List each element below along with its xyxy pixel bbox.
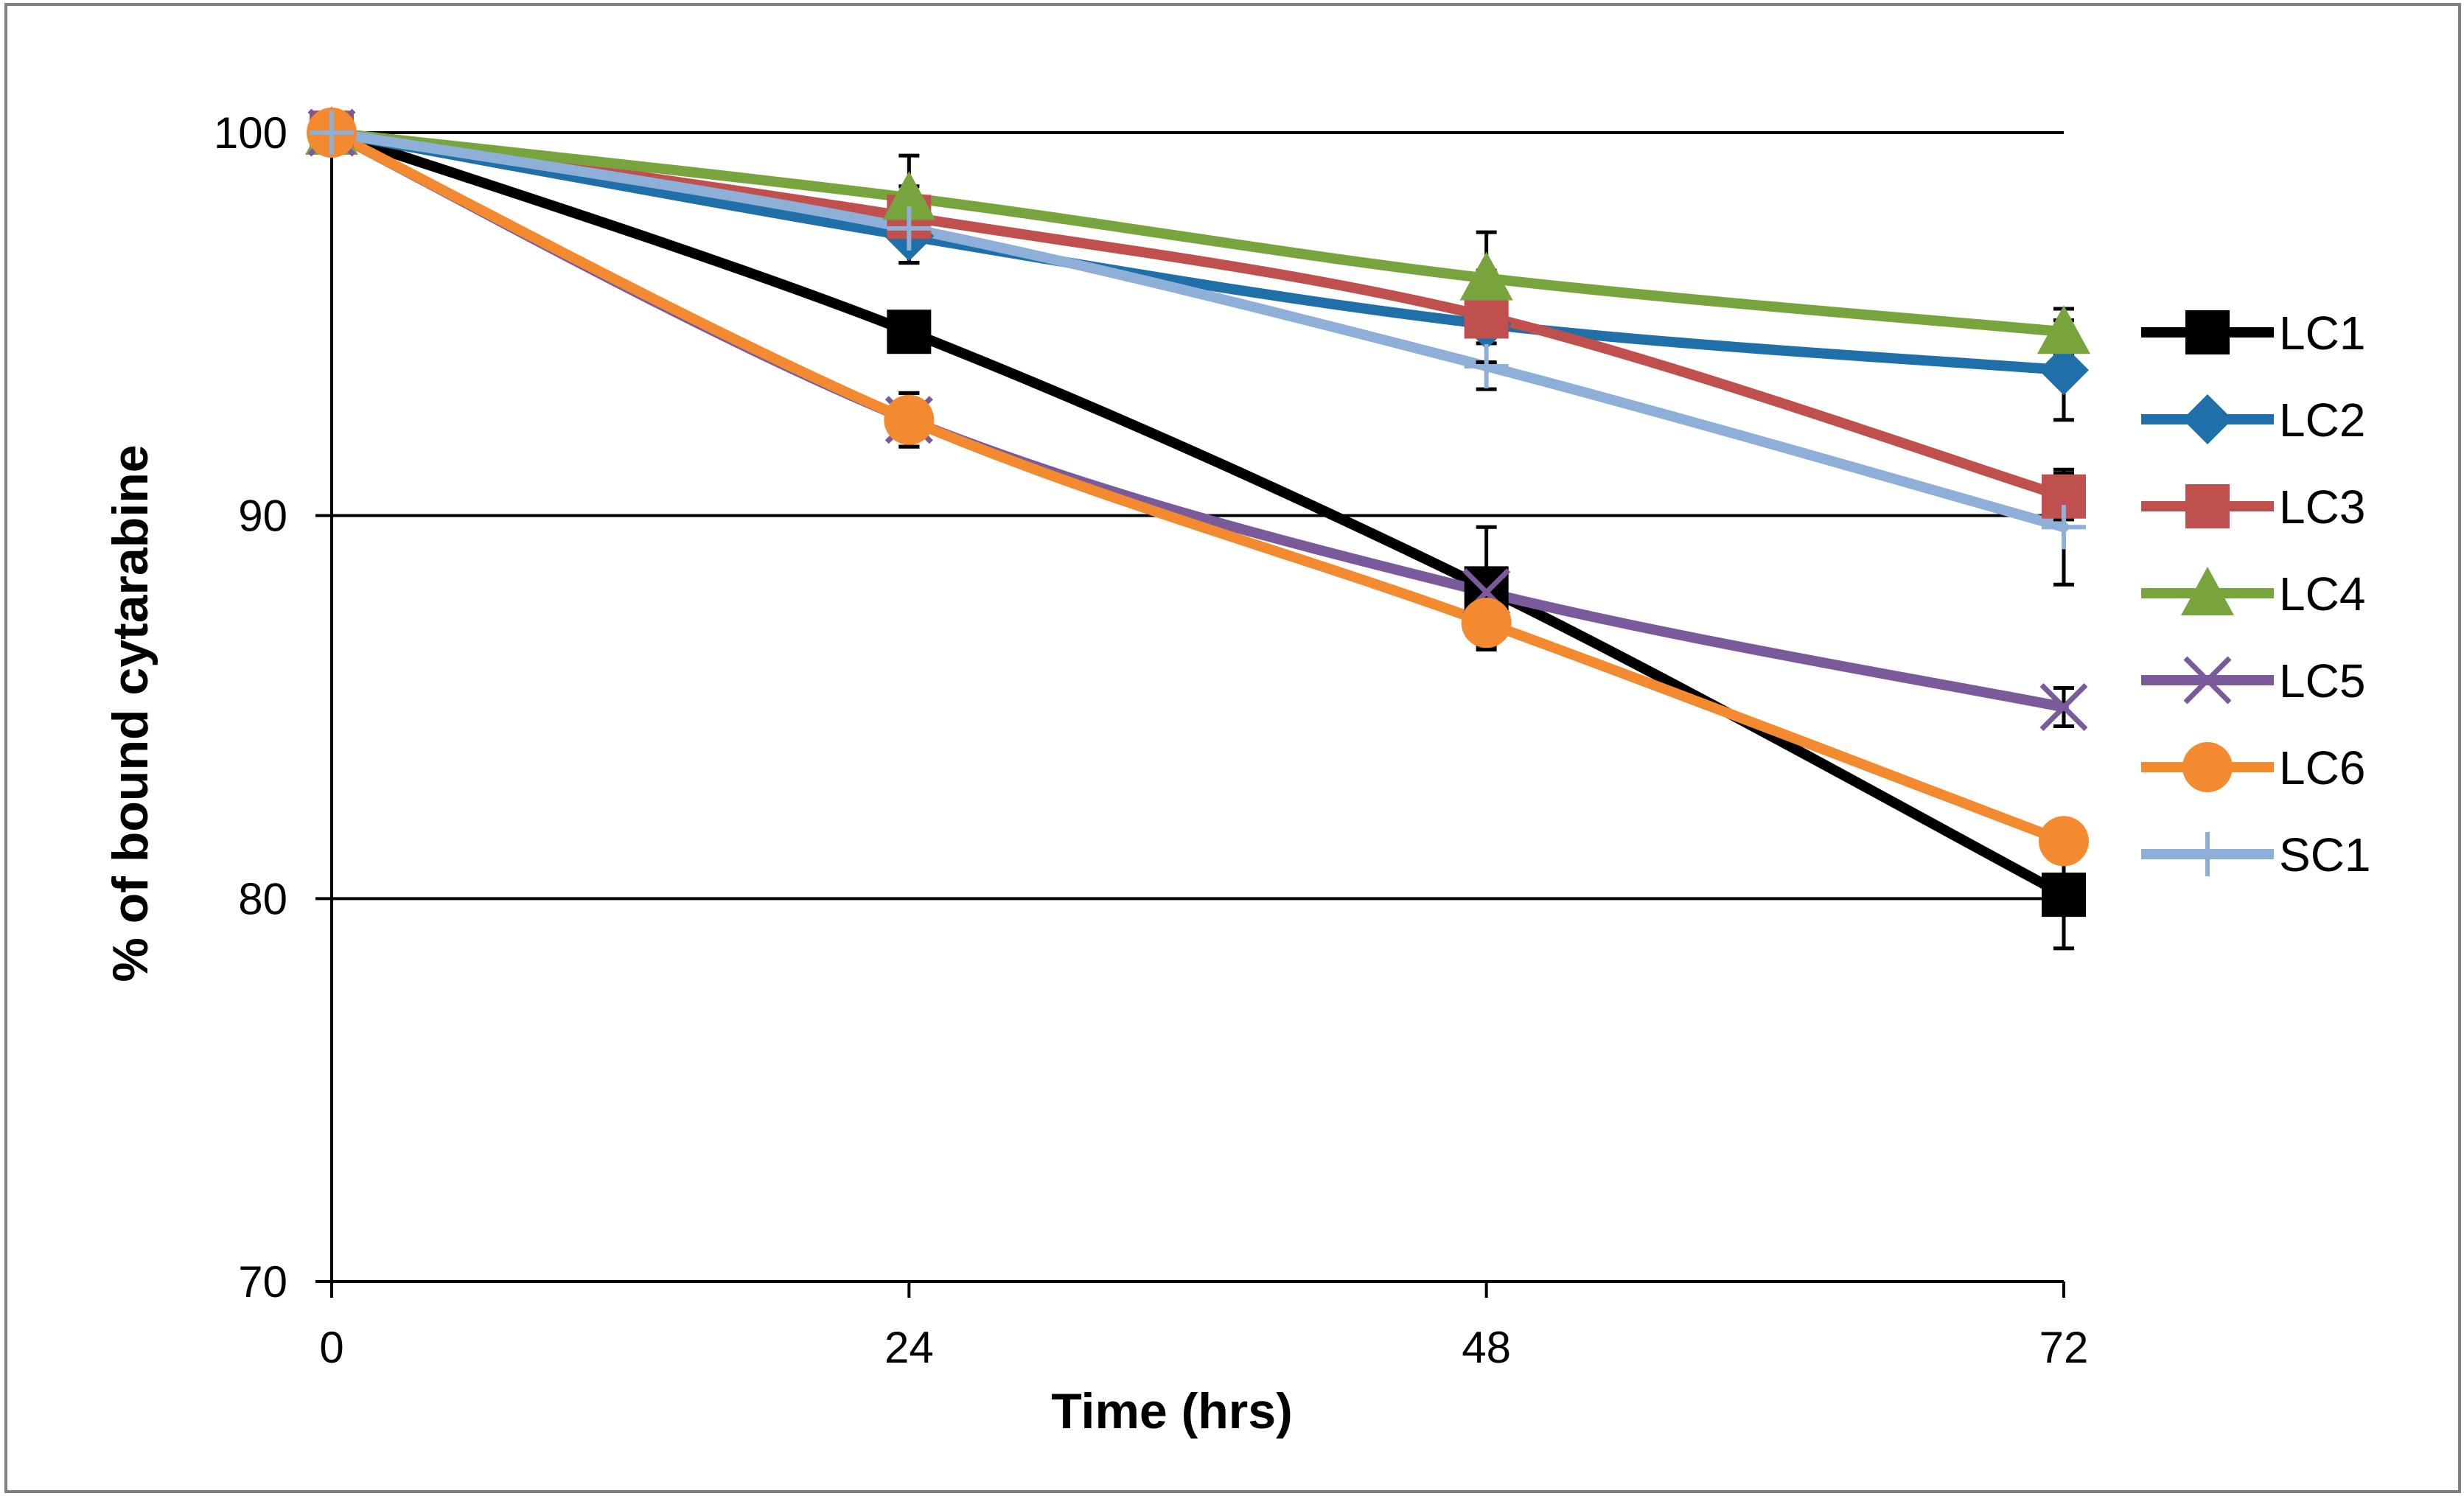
series-line-lc6 [327, 127, 2069, 847]
marker-lc1-72 [2042, 873, 2086, 917]
y-axis-title: % of bound cytarabine [102, 444, 158, 982]
legend-swatch-marker-lc4 [2181, 567, 2234, 615]
legend-entry-sc1: SC1 [2141, 828, 2371, 881]
marker-lc3-48 [1464, 294, 1509, 339]
marker-sc1-0 [310, 111, 354, 155]
chart-frame: 70 80 90 100 0 24 48 72 LC1 LC2 LC3 LC4 LC5 LC6 SC1 T… [4, 3, 2461, 1493]
axes: 70 80 90 100 0 24 48 72 [214, 108, 2088, 1372]
marker-sc1-72 [2042, 505, 2086, 550]
legend-swatch-marker-sc1 [2185, 832, 2230, 876]
x-axis-title: Time (hrs) [1051, 1383, 1292, 1439]
marker-lc4-48 [1459, 251, 1513, 301]
legend-entry-lc2: LC2 [2141, 394, 2365, 447]
marker-lc1-24 [887, 310, 932, 354]
marker-lc4-72 [2037, 305, 2090, 354]
x-tick-label-24: 24 [884, 1323, 934, 1372]
series-markers [305, 106, 2090, 917]
marker-lc6-48 [1461, 598, 1512, 649]
marker-sc1-24 [887, 206, 932, 251]
y-tick-label-100: 100 [214, 108, 287, 158]
x-tick-label-0: 0 [319, 1323, 343, 1372]
legend: LC1 LC2 LC3 LC4 LC5 LC6 SC1 [2141, 307, 2371, 881]
x-tick-label-48: 48 [1462, 1323, 1511, 1372]
legend-swatch-marker-lc1 [2185, 310, 2230, 354]
legend-label-lc4: LC4 [2279, 567, 2365, 621]
x-tick-label-72: 72 [2039, 1323, 2089, 1372]
marker-lc2-72 [2039, 345, 2089, 396]
series-line-lc1 [327, 127, 2069, 901]
legend-label-lc5: LC5 [2279, 654, 2365, 707]
marker-lc6-72 [2039, 816, 2089, 867]
y-tick-label-80: 80 [238, 874, 287, 923]
series-lines [327, 127, 2069, 901]
marker-lc5-72 [2039, 683, 2088, 731]
legend-label-lc2: LC2 [2279, 394, 2365, 447]
legend-swatch-marker-lc2 [2182, 394, 2233, 444]
y-tick-label-90: 90 [238, 492, 287, 541]
marker-sc1-48 [1464, 343, 1509, 388]
y-tick-label-70: 70 [238, 1257, 287, 1307]
legend-swatch-marker-lc6 [2182, 742, 2233, 792]
legend-label-lc6: LC6 [2279, 741, 2365, 794]
legend-entry-lc5: LC5 [2141, 654, 2365, 707]
legend-label-lc1: LC1 [2279, 307, 2365, 360]
legend-entry-lc6: LC6 [2141, 741, 2365, 794]
series-line-lc3 [327, 127, 2069, 502]
legend-swatch-marker-lc5 [2183, 656, 2232, 705]
legend-entry-lc4: LC4 [2141, 567, 2365, 621]
legend-entry-lc3: LC3 [2141, 480, 2365, 534]
marker-lc6-24 [884, 394, 935, 445]
marker-lc4-24 [882, 171, 936, 220]
series-line-sc1 [327, 127, 2069, 533]
legend-swatch-marker-lc3 [2185, 484, 2230, 528]
series-line-lc2 [327, 127, 2069, 376]
series-line-lc4 [327, 127, 2069, 338]
legend-entry-lc1: LC1 [2141, 307, 2365, 360]
line-chart: 70 80 90 100 0 24 48 72 LC1 LC2 LC3 LC4 LC5 LC6 SC1 T… [102, 106, 2371, 1439]
legend-label-sc1: SC1 [2279, 828, 2371, 881]
legend-label-lc3: LC3 [2279, 480, 2365, 534]
